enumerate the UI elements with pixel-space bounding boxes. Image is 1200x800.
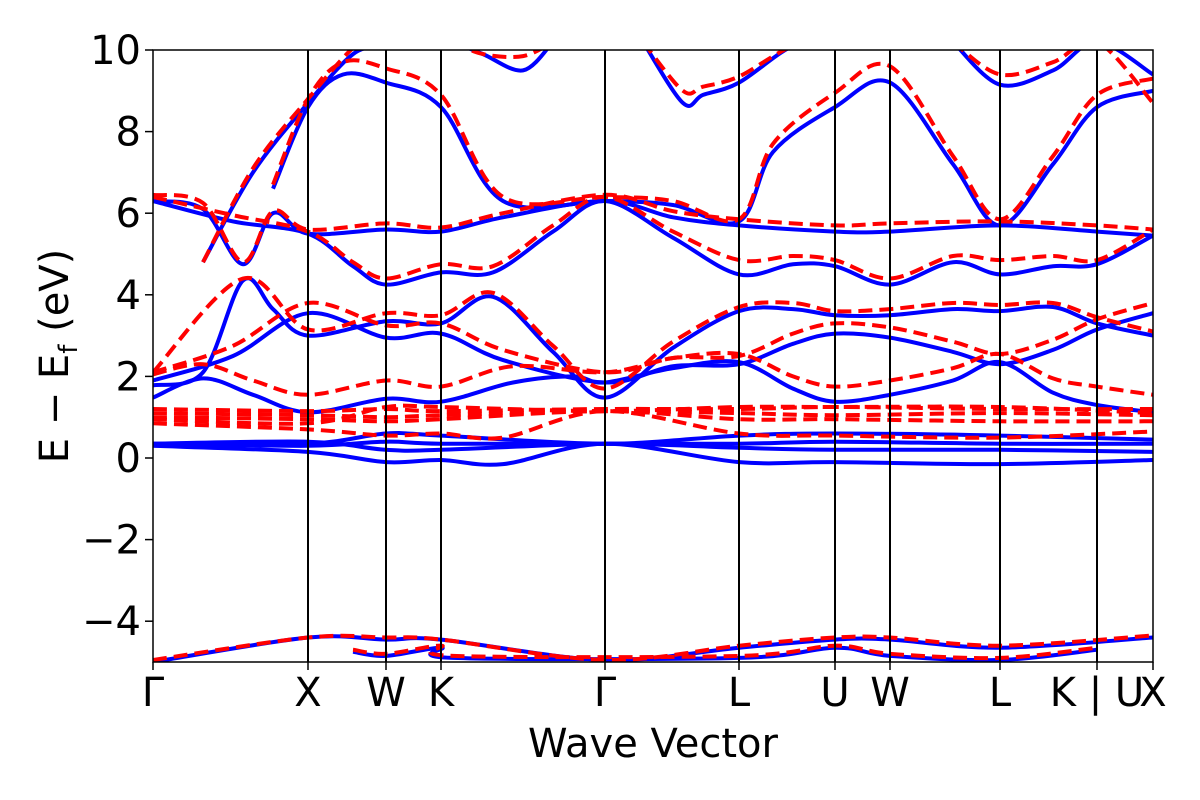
y-axis-title-main: E − E [32, 354, 78, 464]
band-line-1-10 [153, 405, 1153, 414]
band-line-1-4 [153, 194, 1153, 281]
band-line-1-15 [153, 633, 1153, 662]
bands-layer [153, 50, 1153, 662]
x-tick-label: W [870, 670, 910, 716]
plot-frame [152, 49, 1154, 663]
band-line-1-2 [153, 300, 1153, 375]
band-line-1-14 [153, 403, 1153, 426]
series-0 [153, 50, 1153, 662]
y-tick-label: 10 [90, 28, 141, 74]
y-tick-label: −2 [82, 518, 141, 564]
y-tick-label: 0 [116, 436, 141, 482]
x-tick-label: L [989, 670, 1012, 716]
x-tick-label: L [728, 670, 751, 716]
x-tick-label: K | U [1050, 670, 1144, 716]
band-line-1-1 [153, 275, 1153, 391]
y-axis-ticks: −4 −2 0 2 4 6 8 10 [82, 28, 153, 645]
x-tick-label: X [1139, 670, 1166, 716]
y-tick-label: 2 [116, 354, 141, 400]
x-tick-label: W [366, 670, 406, 716]
band-line-0-1 [153, 276, 1153, 400]
x-tick-label: Γ [594, 670, 617, 716]
y-tick-label: −4 [82, 599, 141, 645]
band-line-0-2 [153, 311, 1153, 385]
band-line-1-16 [352, 643, 1098, 661]
band-line-1-9 [959, 50, 1153, 105]
x-axis-title: Wave Vector [528, 721, 779, 767]
y-axis-title-unit: (eV) [32, 249, 78, 345]
x-tick-label: K [428, 670, 456, 716]
band-line-0-9 [957, 50, 1153, 88]
band-line-0-7 [467, 50, 549, 73]
y-tick-label: 8 [116, 110, 141, 156]
k-point-lines [307, 50, 1098, 662]
x-tick-label: Γ [142, 670, 165, 716]
band-line-0-0 [153, 359, 1153, 415]
x-tick-label: X [294, 670, 321, 716]
y-tick-label: 6 [116, 191, 141, 237]
series-1 [153, 50, 1153, 662]
y-axis-title: E − Ef (eV) [32, 249, 84, 464]
band-line-0-15 [352, 645, 1098, 662]
y-axis-title-subscript: f [54, 344, 84, 354]
band-line-0-4 [153, 198, 1153, 287]
band-line-0-13 [153, 439, 1153, 448]
band-line-1-7 [465, 50, 543, 60]
y-tick-label: 4 [116, 273, 141, 319]
x-tick-label: U [820, 670, 849, 716]
band-line-0-8 [645, 50, 790, 108]
